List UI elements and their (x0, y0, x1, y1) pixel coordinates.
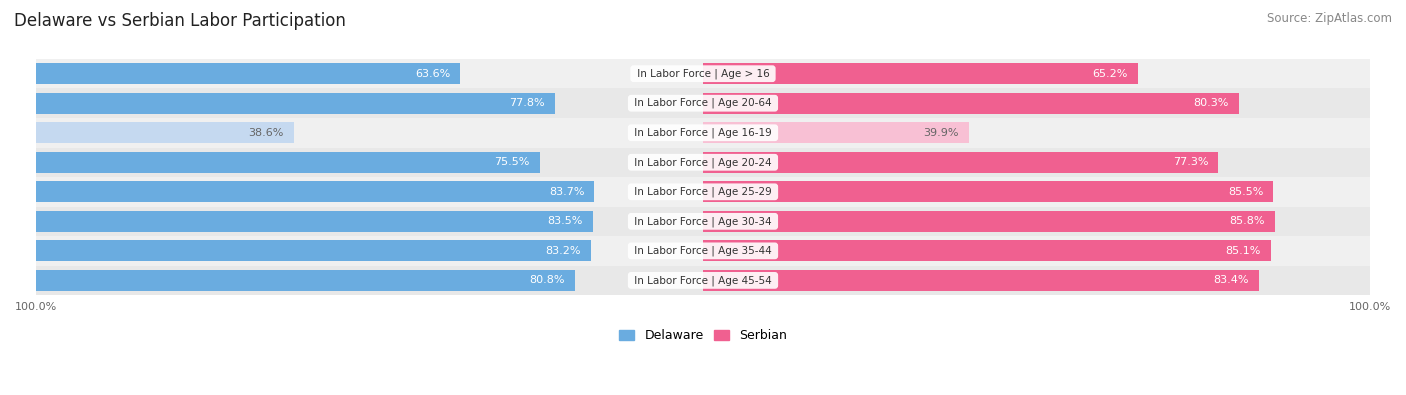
Bar (37, 177, 1369, 207)
Bar (37, 211, 593, 232)
Text: 85.1%: 85.1% (1225, 246, 1261, 256)
Text: 39.9%: 39.9% (924, 128, 959, 138)
Bar (703, 240, 1271, 261)
Text: 63.6%: 63.6% (415, 69, 450, 79)
Bar (37, 118, 1369, 147)
Bar (703, 211, 1275, 232)
Text: 77.8%: 77.8% (509, 98, 546, 108)
Bar (37, 147, 1369, 177)
Bar (703, 63, 1137, 84)
Text: In Labor Force | Age 25-29: In Labor Force | Age 25-29 (631, 186, 775, 197)
Text: 77.3%: 77.3% (1173, 157, 1209, 167)
Bar (37, 240, 591, 261)
Bar (703, 92, 1239, 114)
Bar (703, 181, 1274, 203)
Text: In Labor Force | Age 16-19: In Labor Force | Age 16-19 (631, 128, 775, 138)
Text: 80.8%: 80.8% (530, 275, 565, 286)
Bar (37, 59, 1369, 88)
Text: 83.5%: 83.5% (547, 216, 583, 226)
Bar (37, 122, 294, 143)
Text: In Labor Force | Age 35-44: In Labor Force | Age 35-44 (631, 246, 775, 256)
Text: 83.7%: 83.7% (548, 187, 585, 197)
Bar (703, 270, 1260, 291)
Text: In Labor Force | Age 20-24: In Labor Force | Age 20-24 (631, 157, 775, 167)
Bar (37, 265, 1369, 295)
Text: 38.6%: 38.6% (249, 128, 284, 138)
Bar (37, 152, 540, 173)
Text: In Labor Force | Age > 16: In Labor Force | Age > 16 (634, 68, 772, 79)
Bar (37, 270, 575, 291)
Bar (703, 152, 1219, 173)
Bar (37, 63, 460, 84)
Bar (37, 207, 1369, 236)
Bar (37, 92, 555, 114)
Bar (37, 236, 1369, 265)
Legend: Delaware, Serbian: Delaware, Serbian (614, 324, 792, 347)
Text: 83.4%: 83.4% (1213, 275, 1249, 286)
Text: In Labor Force | Age 30-34: In Labor Force | Age 30-34 (631, 216, 775, 227)
Bar (703, 122, 969, 143)
Text: 65.2%: 65.2% (1092, 69, 1128, 79)
Bar (37, 88, 1369, 118)
Text: 75.5%: 75.5% (495, 157, 530, 167)
Text: In Labor Force | Age 45-54: In Labor Force | Age 45-54 (631, 275, 775, 286)
Text: 85.5%: 85.5% (1227, 187, 1263, 197)
Bar (37, 181, 595, 203)
Text: 80.3%: 80.3% (1194, 98, 1229, 108)
Text: 83.2%: 83.2% (546, 246, 581, 256)
Text: In Labor Force | Age 20-64: In Labor Force | Age 20-64 (631, 98, 775, 109)
Text: 85.8%: 85.8% (1230, 216, 1265, 226)
Text: Source: ZipAtlas.com: Source: ZipAtlas.com (1267, 12, 1392, 25)
Text: Delaware vs Serbian Labor Participation: Delaware vs Serbian Labor Participation (14, 12, 346, 30)
